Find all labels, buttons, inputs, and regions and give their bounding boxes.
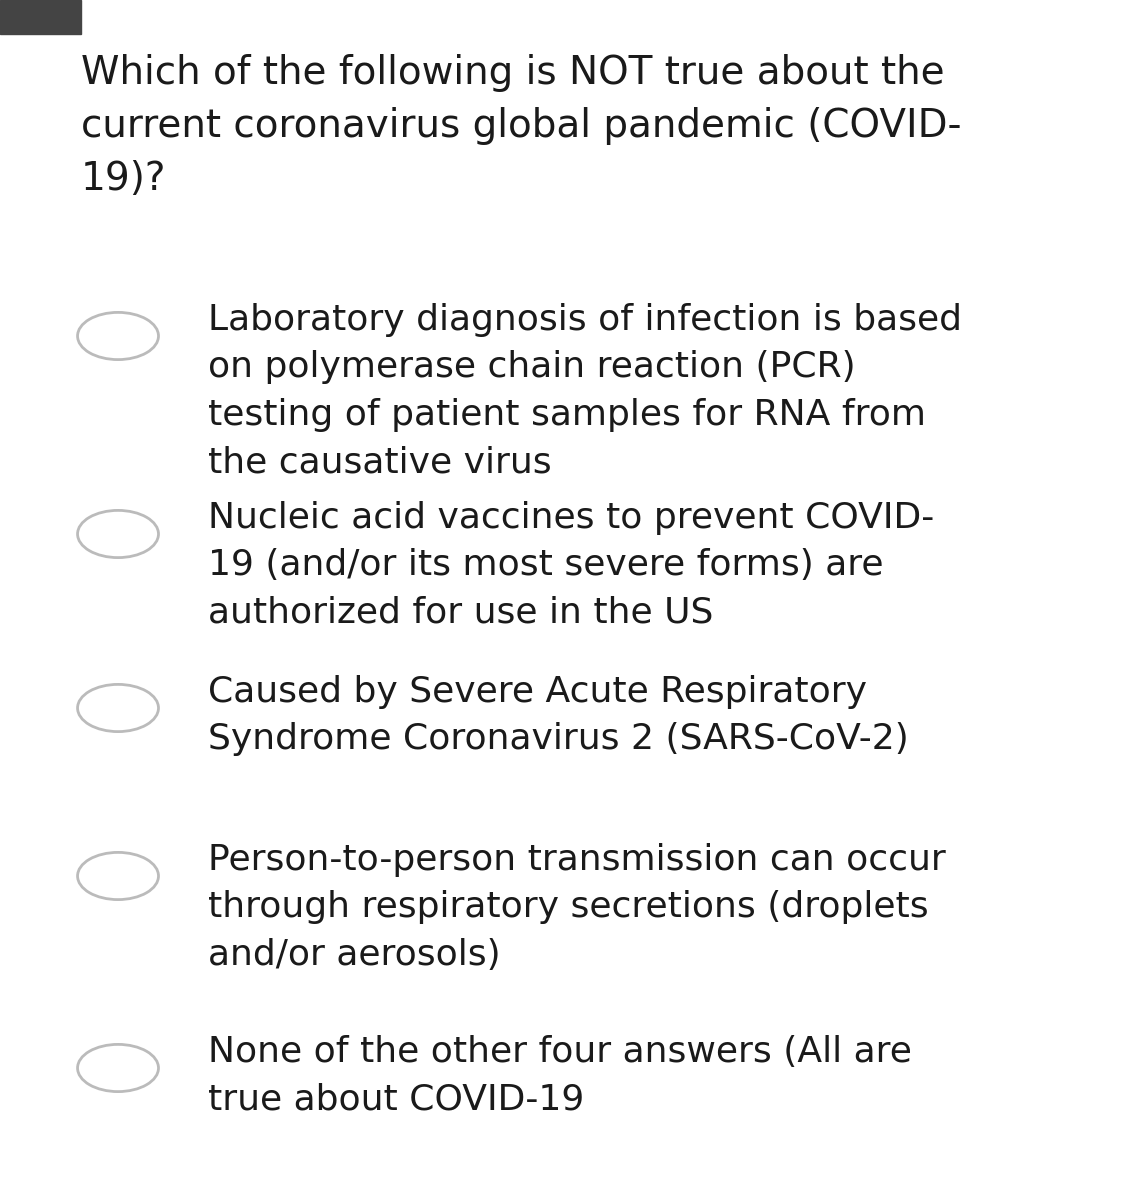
Text: Caused by Severe Acute Respiratory
Syndrome Coronavirus 2 (SARS-CoV-2): Caused by Severe Acute Respiratory Syndr…: [208, 674, 908, 756]
Text: Laboratory diagnosis of infection is based
on polymerase chain reaction (PCR)
te: Laboratory diagnosis of infection is bas…: [208, 302, 962, 479]
Ellipse shape: [78, 852, 158, 900]
Ellipse shape: [78, 1044, 158, 1092]
Ellipse shape: [78, 510, 158, 558]
Text: Person-to-person transmission can occur
through respiratory secretions (droplets: Person-to-person transmission can occur …: [208, 842, 945, 972]
Ellipse shape: [78, 312, 158, 360]
Text: None of the other four answers (All are
true about COVID-19: None of the other four answers (All are …: [208, 1034, 912, 1116]
Text: Which of the following is NOT true about the
current coronavirus global pandemic: Which of the following is NOT true about…: [81, 54, 961, 198]
Ellipse shape: [78, 684, 158, 732]
Bar: [0, 0, 81, 34]
Text: Nucleic acid vaccines to prevent COVID-
19 (and/or its most severe forms) are
au: Nucleic acid vaccines to prevent COVID- …: [208, 500, 934, 630]
